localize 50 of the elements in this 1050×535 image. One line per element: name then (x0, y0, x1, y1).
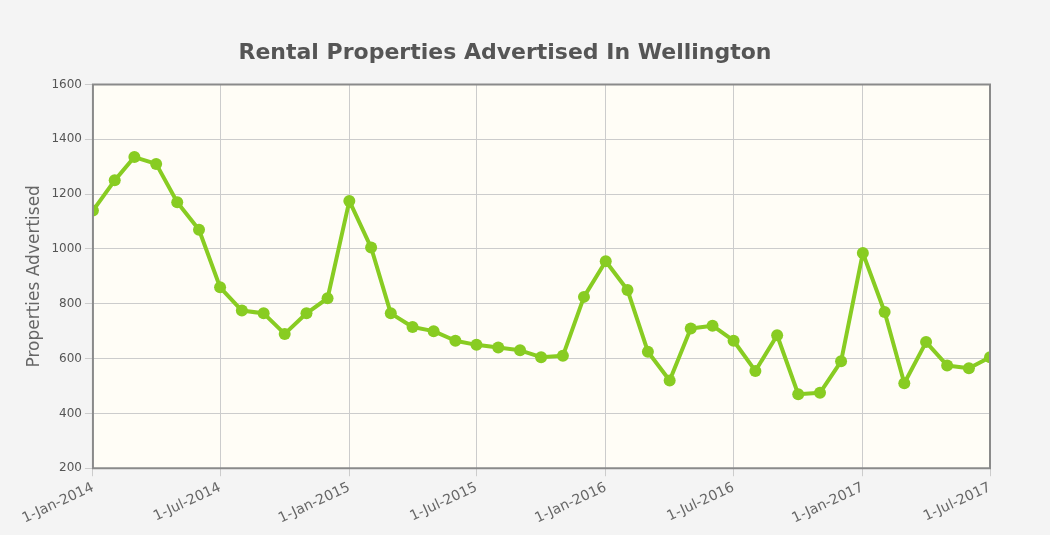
point (193, 223, 206, 236)
point (663, 374, 676, 387)
point (300, 307, 313, 320)
y-tick-label: 200 (59, 460, 82, 475)
point (427, 325, 440, 338)
point (641, 345, 654, 358)
point (535, 351, 548, 364)
point (962, 362, 975, 375)
point (727, 334, 740, 347)
chart-title: Rental Properties Advertised In Wellington (238, 38, 772, 64)
point (128, 151, 141, 164)
point (492, 341, 505, 354)
y-tick-label: 1200 (51, 186, 82, 201)
point (684, 322, 697, 335)
point (920, 336, 933, 349)
point (599, 255, 612, 268)
y-tick-label: 1400 (51, 131, 82, 146)
point (577, 290, 590, 303)
y-tick-label: 800 (59, 295, 82, 310)
point (771, 329, 784, 342)
point (514, 344, 527, 357)
point (621, 284, 634, 297)
point (384, 307, 397, 320)
point (878, 305, 891, 318)
point (706, 319, 719, 332)
point (792, 388, 805, 401)
point (749, 364, 762, 377)
y-tick-label: 600 (59, 350, 82, 365)
point (150, 157, 163, 170)
point (365, 241, 378, 254)
point (278, 327, 291, 340)
point (556, 349, 569, 362)
point (171, 196, 184, 209)
point (814, 386, 826, 399)
point (898, 377, 911, 390)
point (470, 338, 483, 351)
point (343, 194, 356, 207)
point (235, 304, 248, 317)
y-tick-label: 400 (59, 405, 82, 420)
point (108, 174, 121, 187)
point (835, 355, 848, 368)
point (941, 359, 954, 372)
point (257, 307, 270, 320)
y-tick-label: 1600 (51, 76, 82, 91)
point (214, 281, 227, 294)
y-tick-label: 1000 (51, 241, 82, 256)
point (406, 321, 419, 334)
y-axis-title: Properties Advertised (22, 185, 43, 368)
point (321, 292, 334, 305)
point (449, 334, 462, 347)
